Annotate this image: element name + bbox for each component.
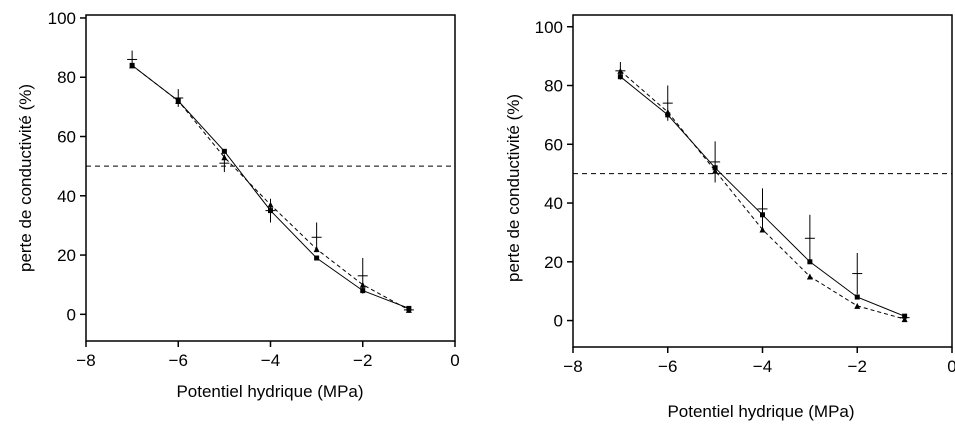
y-tick-label: 40 xyxy=(544,194,563,213)
x-tick-label: 0 xyxy=(450,351,459,370)
x-tick-label: −4 xyxy=(753,357,772,376)
x-tick-label: 0 xyxy=(947,357,955,376)
y-tick-label: 0 xyxy=(554,312,563,331)
square-marker xyxy=(221,148,227,154)
x-tick-label: −6 xyxy=(658,357,677,376)
y-tick-label: 100 xyxy=(48,9,76,28)
y-tick-label: 80 xyxy=(544,77,563,96)
plot-frame-left xyxy=(85,14,456,342)
x-axis-label-left: Potentiel hydrique (MPa) xyxy=(176,382,363,401)
triangle-marker xyxy=(854,302,861,309)
y-tick-label: 20 xyxy=(544,253,563,272)
dashed-series-line xyxy=(131,65,410,311)
x-tick-label: −6 xyxy=(169,351,188,370)
square-marker xyxy=(854,294,860,300)
plot-area-right: −8 −6 −4 −2 0 0 20 40 60 80 100 xyxy=(535,18,955,376)
plot-area-left: −8 −6 −4 −2 0 0 20 40 60 80 100 xyxy=(48,9,460,370)
x-tick-label: −2 xyxy=(848,357,867,376)
y-tick-label: 40 xyxy=(57,187,76,206)
y-axis-label-right: perte de conductivité (%) xyxy=(504,94,523,282)
y-tick-label: 80 xyxy=(57,68,76,87)
square-marker xyxy=(314,255,320,261)
plot-frame-right xyxy=(572,14,953,348)
chart-left: −8 −6 −4 −2 0 0 20 40 60 80 100 Potentiel hydrique… xyxy=(16,9,460,401)
y-tick-label: 20 xyxy=(57,246,76,265)
y-tick-label: 60 xyxy=(57,128,76,147)
x-tick-label: −8 xyxy=(563,357,582,376)
y-tick-label: 0 xyxy=(67,305,76,324)
x-tick-label: −4 xyxy=(261,351,280,370)
chart-right: −8 −6 −4 −2 0 0 20 40 60 80 100 Potentiel hydrique… xyxy=(504,14,955,421)
y-tick-label: 100 xyxy=(535,18,563,37)
y-tick-label: 60 xyxy=(544,135,563,154)
triangle-marker xyxy=(806,273,813,280)
x-axis-label-right: Potentiel hydrique (MPa) xyxy=(667,402,854,421)
x-tick-label: −2 xyxy=(353,351,372,370)
y-axis-label-left: perte de conductivité (%) xyxy=(16,84,35,272)
x-tick-label: −8 xyxy=(76,351,95,370)
solid-series-line xyxy=(131,65,410,309)
